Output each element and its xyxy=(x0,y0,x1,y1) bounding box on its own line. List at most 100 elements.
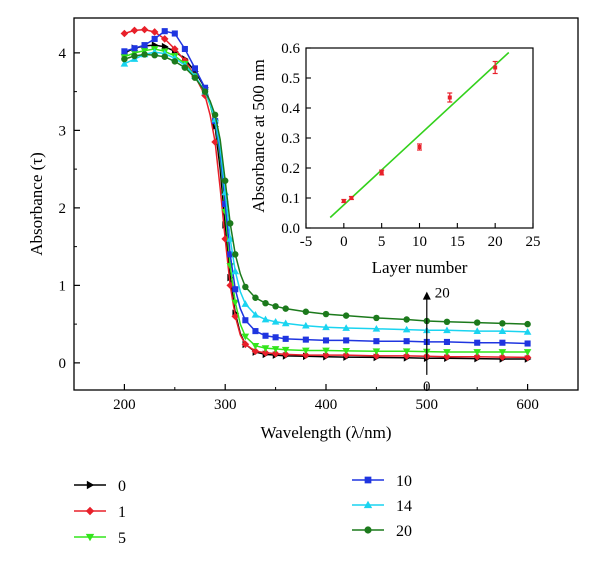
series-10-point xyxy=(302,336,309,343)
series-10-line xyxy=(124,30,528,345)
series-1-point xyxy=(498,353,507,361)
series-10-point xyxy=(227,251,234,258)
series-20-point xyxy=(272,303,279,310)
series-20-point xyxy=(131,52,138,60)
series-14 xyxy=(120,48,532,335)
series-20-point xyxy=(282,305,289,312)
inset-y-tick-label: 0.0 xyxy=(281,221,300,237)
series-10-point xyxy=(232,286,239,293)
series-14-point xyxy=(261,315,270,323)
series-10-point xyxy=(161,28,168,35)
x-axis-label: Wavelength (λ/nm) xyxy=(260,423,391,442)
series-14-line xyxy=(124,51,528,333)
inset-x-tick-label: 10 xyxy=(412,234,427,250)
series-20-point xyxy=(201,88,209,95)
series-20-point xyxy=(121,55,128,63)
series-14-point xyxy=(523,328,532,335)
legend-label: 20 xyxy=(396,523,412,540)
series-5-line xyxy=(124,48,528,353)
inset-y-tick-label: 0.2 xyxy=(281,161,300,177)
inset-point xyxy=(348,195,354,201)
series-1-point xyxy=(443,352,451,361)
series-10-point xyxy=(403,338,410,345)
inset-y-tick-label: 0.6 xyxy=(281,41,300,57)
series-5-point xyxy=(281,346,290,354)
series-14-point xyxy=(372,324,381,332)
legend-marker xyxy=(86,480,95,490)
series-5-point xyxy=(241,333,250,341)
inset-point xyxy=(341,198,347,204)
series-10 xyxy=(121,28,531,347)
series-1-point xyxy=(281,350,290,359)
series-14-point xyxy=(322,323,330,331)
series-1-point xyxy=(322,351,330,359)
series-14-point xyxy=(402,325,411,333)
inset-x-tick-label: -5 xyxy=(300,234,313,250)
inset-y-axis-label: Absorbance at 500 nm xyxy=(249,59,268,212)
series-14-point xyxy=(241,300,250,307)
inset-y-tick-label: 0.4 xyxy=(281,101,300,117)
y-axis-label: Absorbance (τ) xyxy=(27,152,46,256)
legend-marker xyxy=(85,533,95,542)
series-10-point xyxy=(121,48,128,55)
series-10-point xyxy=(141,42,148,49)
series-5-point xyxy=(402,348,411,356)
series-order-arrow: 20 0 xyxy=(422,286,450,395)
series-14-point xyxy=(342,324,350,331)
series-1-line xyxy=(124,28,528,359)
series-1-point xyxy=(231,312,240,321)
series-5-point xyxy=(523,349,532,356)
series-10-point xyxy=(191,65,198,72)
series-1-point xyxy=(473,352,481,361)
series-1-point xyxy=(261,349,270,357)
x-tick-label: 200 xyxy=(113,397,136,413)
series-5-point xyxy=(342,348,350,355)
inset-fit-line xyxy=(329,51,510,219)
series-20-point xyxy=(443,318,451,326)
series-5-point xyxy=(498,349,507,356)
series-14-point xyxy=(251,311,260,318)
series-1-point xyxy=(120,29,129,38)
series-10-point xyxy=(222,200,229,208)
inset-x-tick-label: 5 xyxy=(378,234,386,250)
series-10-point xyxy=(262,332,269,339)
inset-marker xyxy=(341,199,346,203)
series-14-point xyxy=(281,319,290,327)
series-1-point xyxy=(271,349,280,358)
series-5 xyxy=(120,46,532,356)
inset-point xyxy=(492,60,498,75)
legend-item-0: 0 xyxy=(74,478,126,495)
legend-item-20: 20 xyxy=(352,523,412,540)
legend-label: 14 xyxy=(396,498,412,515)
series-20-point xyxy=(141,51,148,58)
series-10-point xyxy=(322,337,330,344)
inset-y-tick-label: 0.1 xyxy=(281,191,300,207)
series-20-point xyxy=(242,283,249,291)
series-10-point xyxy=(272,334,279,341)
legend-label: 0 xyxy=(118,478,126,495)
series-14-point xyxy=(271,318,280,325)
series-10-point xyxy=(252,328,259,335)
series-10-point xyxy=(499,339,506,346)
legend-marker xyxy=(85,506,95,516)
series-10-point xyxy=(474,339,481,346)
series-20-point xyxy=(342,312,350,319)
series-14-point xyxy=(226,235,235,242)
series-1-point xyxy=(523,353,532,362)
series-10-point xyxy=(443,338,450,345)
series-20-point xyxy=(403,316,410,323)
series-1-point xyxy=(150,28,159,36)
series-20-point xyxy=(181,64,189,71)
series-20-point xyxy=(191,74,199,81)
series-20-point xyxy=(227,220,234,227)
series-1-point xyxy=(251,347,260,356)
main-plot-frame xyxy=(73,17,579,391)
legend-item-10: 10 xyxy=(352,473,412,490)
inset-x-tick-label: 15 xyxy=(450,234,465,250)
legend-marker xyxy=(363,500,373,509)
series-1-point xyxy=(302,351,310,359)
series-20-point xyxy=(262,299,269,307)
series-10-point xyxy=(171,30,178,37)
series-10-point xyxy=(181,45,188,53)
